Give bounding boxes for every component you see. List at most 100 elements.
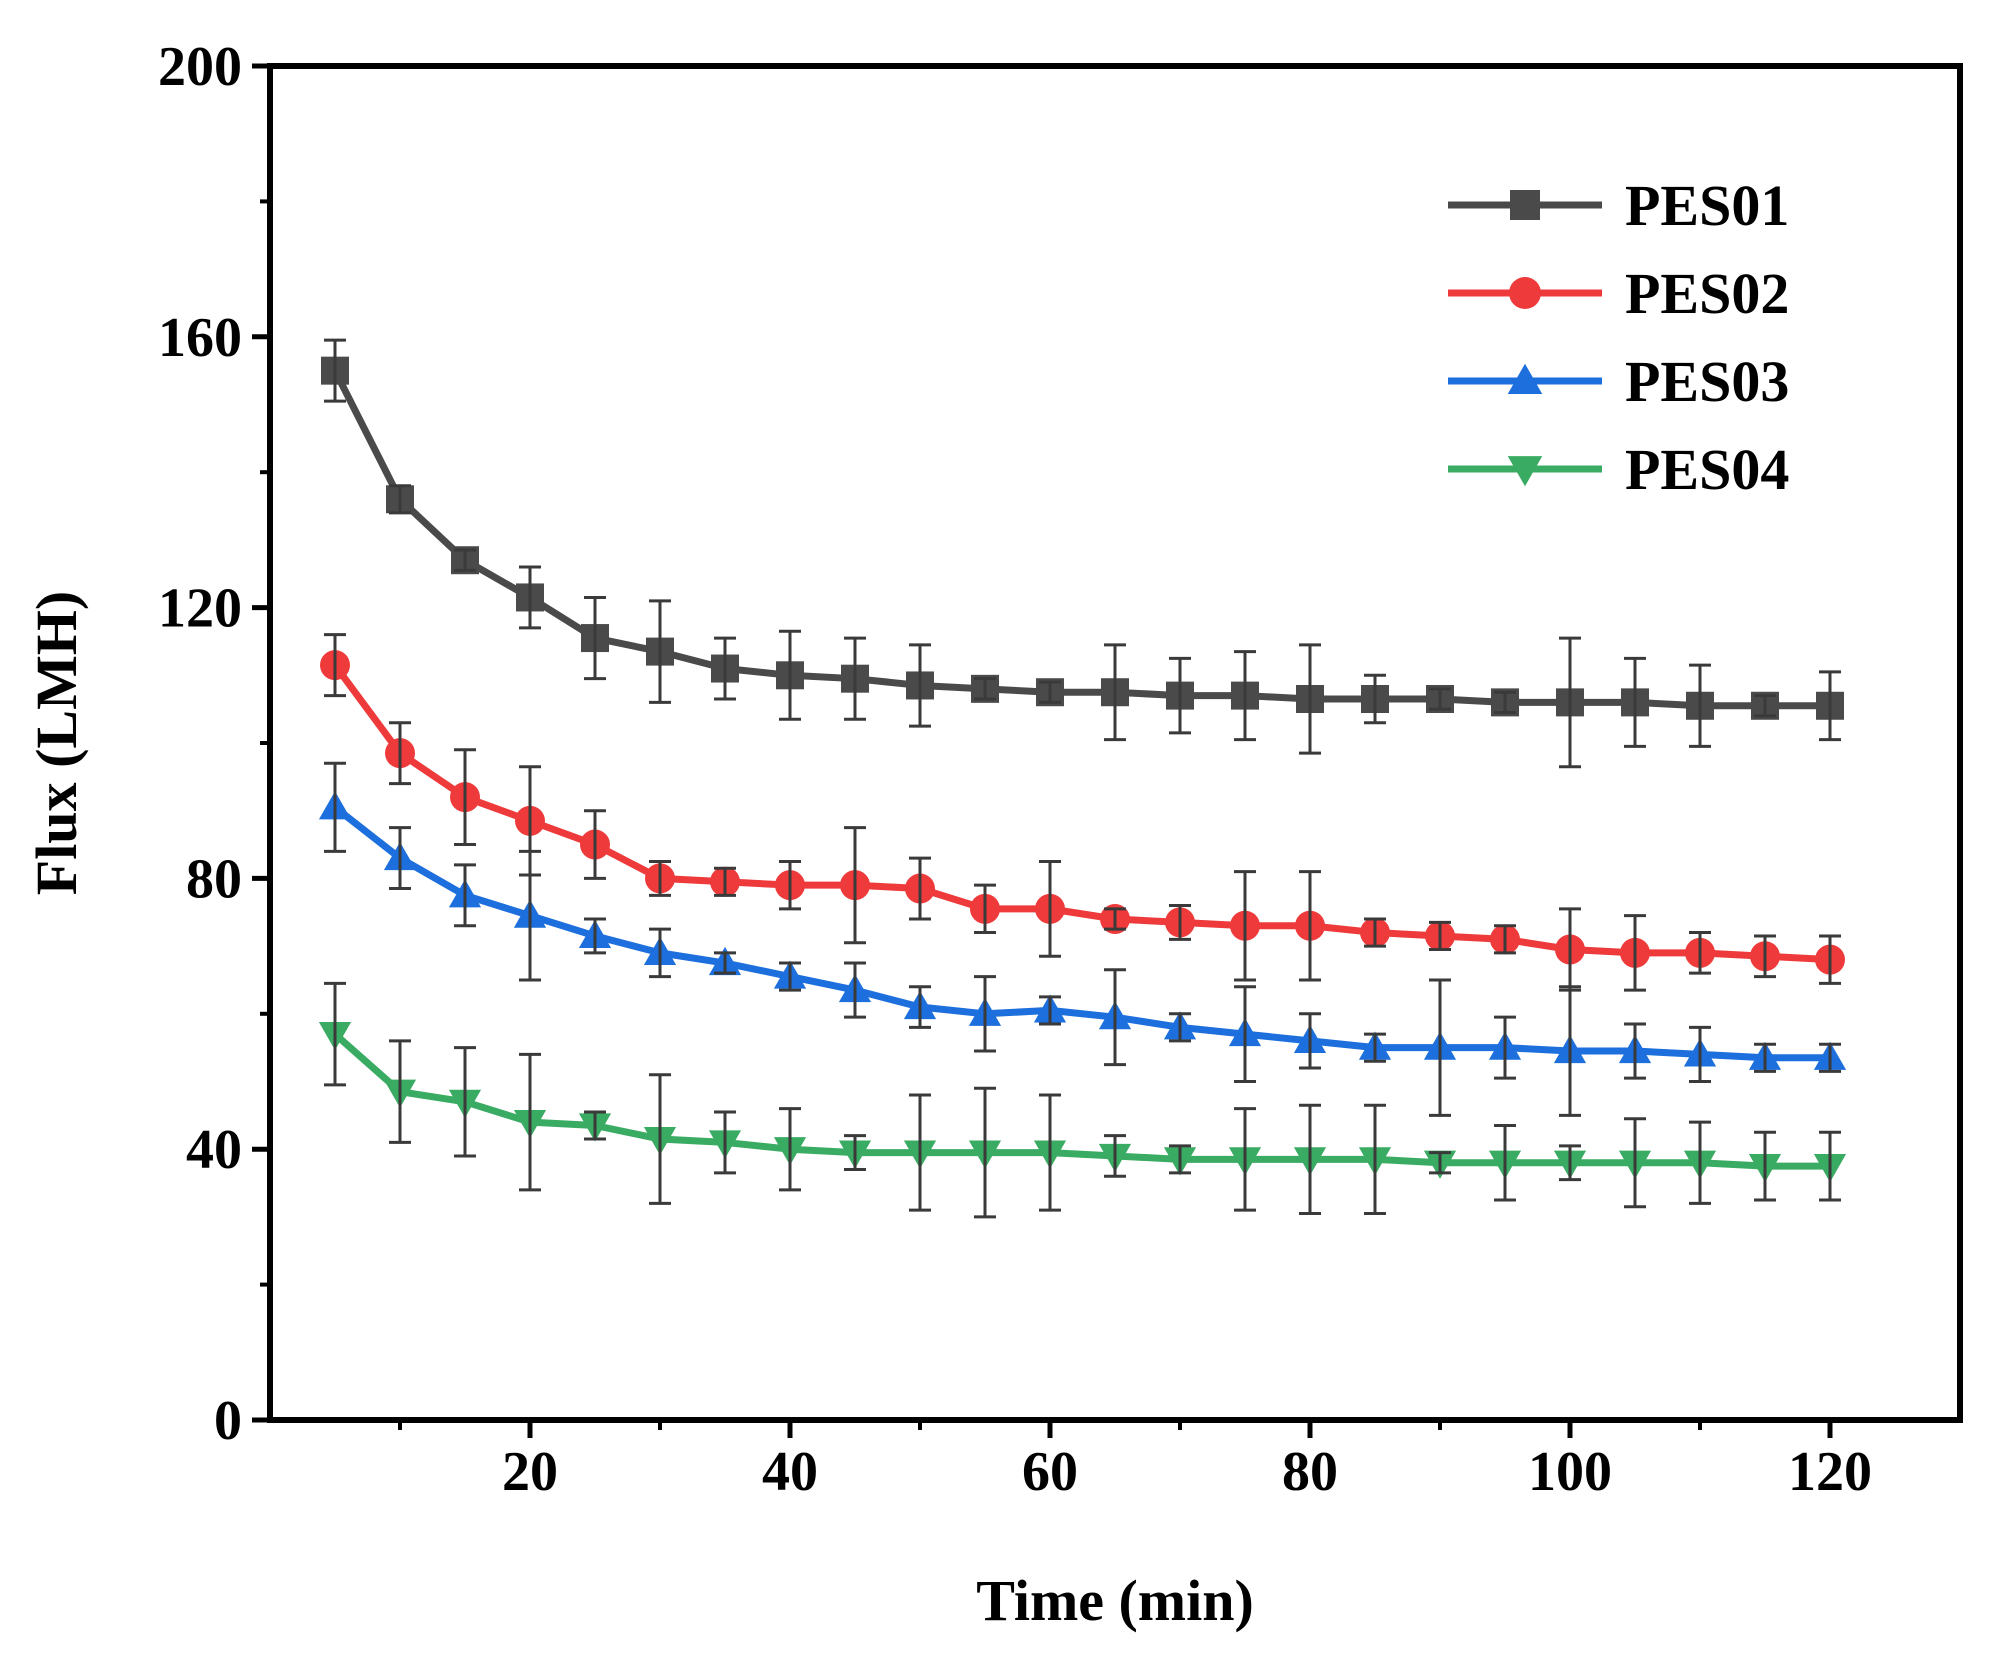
legend-marker xyxy=(1510,190,1540,220)
error-bar-PES02 xyxy=(1039,859,1061,958)
error-bar-PES03 xyxy=(844,961,866,1019)
error-bar-PES04 xyxy=(1429,1151,1451,1175)
y-tick-label: 80 xyxy=(186,848,242,910)
error-bar-PES01 xyxy=(974,677,996,701)
error-bar-PES02 xyxy=(1169,903,1191,941)
error-bar-PES04 xyxy=(1494,1124,1516,1202)
error-bar-PES03 xyxy=(1494,1015,1516,1080)
error-bar-PES01 xyxy=(584,595,606,681)
y-tick-label: 200 xyxy=(158,36,242,98)
y-tick-label: 120 xyxy=(158,578,242,640)
y-tick-label: 40 xyxy=(186,1119,242,1181)
error-bar-PES03 xyxy=(1819,1042,1841,1073)
error-bar-PES01 xyxy=(1819,670,1841,742)
error-bar-PES04 xyxy=(1299,1103,1321,1216)
error-bar-PES04 xyxy=(1819,1130,1841,1202)
error-bar-PES03 xyxy=(454,863,476,928)
error-bar-PES03 xyxy=(1169,1012,1191,1043)
error-bar-PES04 xyxy=(779,1107,801,1192)
error-bar-PES03 xyxy=(1299,1012,1321,1070)
error-bar-PES03 xyxy=(714,951,736,975)
error-bar-PES01 xyxy=(1039,680,1061,704)
legend-marker xyxy=(1509,277,1541,309)
error-bar-PES03 xyxy=(324,761,346,853)
legend: PES01 PES02 PES03 PES04 xyxy=(1448,173,1789,502)
legend-label: PES01 xyxy=(1625,173,1789,238)
error-bar-PES01 xyxy=(519,565,541,630)
error-bar-PES04 xyxy=(1689,1120,1711,1205)
error-bar-PES04 xyxy=(844,1134,866,1172)
error-bar-PES02 xyxy=(1234,870,1256,982)
error-bar-PES03 xyxy=(1559,985,1581,1117)
error-bar-PES02 xyxy=(454,748,476,847)
error-bar-PES02 xyxy=(1104,907,1126,931)
error-bar-PES03 xyxy=(584,917,606,955)
legend-marker xyxy=(1507,363,1543,394)
error-bar-PES01 xyxy=(779,629,801,721)
legend-label: PES03 xyxy=(1625,349,1789,414)
error-bar-PES03 xyxy=(974,975,996,1053)
error-bar-PES02 xyxy=(389,721,411,786)
error-bar-PES01 xyxy=(1104,643,1126,742)
error-bar-PES04 xyxy=(1169,1144,1191,1175)
error-bar-PES01 xyxy=(649,599,671,704)
legend-item-PES02: PES02 xyxy=(1448,261,1789,326)
error-bar-PES04 xyxy=(1104,1134,1126,1178)
error-bar-PES04 xyxy=(389,1039,411,1144)
legend-item-PES04: PES04 xyxy=(1448,437,1789,502)
series-line-PES02 xyxy=(332,663,1831,964)
legend-label: PES04 xyxy=(1625,437,1789,502)
error-bar-PES01 xyxy=(1364,673,1386,725)
x-tick-label: 120 xyxy=(1788,1441,1872,1503)
error-bar-PES04 xyxy=(324,981,346,1087)
error-bar-PES03 xyxy=(1689,1025,1711,1083)
error-bar-PES03 xyxy=(1039,995,1061,1026)
error-bar-PES01 xyxy=(844,636,866,721)
error-bar-PES03 xyxy=(1429,978,1451,1117)
error-bar-PES04 xyxy=(454,1046,476,1158)
error-bar-PES02 xyxy=(974,883,996,935)
error-bar-PES01 xyxy=(454,548,476,572)
error-bar-PES02 xyxy=(649,859,671,897)
error-bar-PES04 xyxy=(649,1073,671,1205)
error-bar-PES03 xyxy=(1234,985,1256,1083)
series-PES02 xyxy=(320,633,1845,992)
error-bar-PES02 xyxy=(779,859,801,911)
error-bar-PES03 xyxy=(1104,968,1126,1067)
error-bar-PES02 xyxy=(909,856,931,921)
error-bar-PES04 xyxy=(1559,1144,1581,1182)
series-line-PES01 xyxy=(331,369,1830,710)
error-bar-PES04 xyxy=(584,1110,606,1141)
error-bar-PES02 xyxy=(324,633,346,698)
series-line-PES03 xyxy=(332,804,1830,1062)
error-bar-PES04 xyxy=(714,1110,736,1175)
x-axis-title: Time (min) xyxy=(976,1568,1254,1633)
error-bar-PES04 xyxy=(1624,1117,1646,1209)
series-PES04 xyxy=(318,981,1847,1219)
error-bar-PES02 xyxy=(1299,870,1321,982)
series-PES03 xyxy=(318,761,1847,1117)
error-bar-PES03 xyxy=(1754,1042,1776,1073)
error-bar-PES02 xyxy=(1364,917,1386,948)
error-bar-PES02 xyxy=(714,866,736,897)
error-bar-PES01 xyxy=(324,338,346,403)
error-bar-PES01 xyxy=(1689,663,1711,748)
error-bar-PES04 xyxy=(1234,1107,1256,1212)
x-tick-label: 60 xyxy=(1022,1441,1078,1503)
error-bar-PES02 xyxy=(1624,914,1646,992)
y-tick-label: 0 xyxy=(214,1390,242,1452)
error-bar-PES03 xyxy=(389,826,411,891)
error-bar-PES01 xyxy=(1299,643,1321,755)
y-tick-label: 160 xyxy=(158,307,242,369)
error-bar-PES03 xyxy=(1364,1032,1386,1063)
error-bar-PES01 xyxy=(1494,690,1516,715)
error-bar-PES01 xyxy=(1234,650,1256,742)
error-bar-PES02 xyxy=(1754,934,1776,979)
x-tick-label: 100 xyxy=(1528,1441,1612,1503)
error-bar-PES02 xyxy=(844,826,866,945)
error-bar-PES04 xyxy=(1039,1093,1061,1212)
error-bar-PES04 xyxy=(1754,1130,1776,1202)
x-tick-label: 40 xyxy=(762,1441,818,1503)
legend-item-PES03: PES03 xyxy=(1448,349,1789,414)
error-bar-PES01 xyxy=(1754,694,1776,718)
